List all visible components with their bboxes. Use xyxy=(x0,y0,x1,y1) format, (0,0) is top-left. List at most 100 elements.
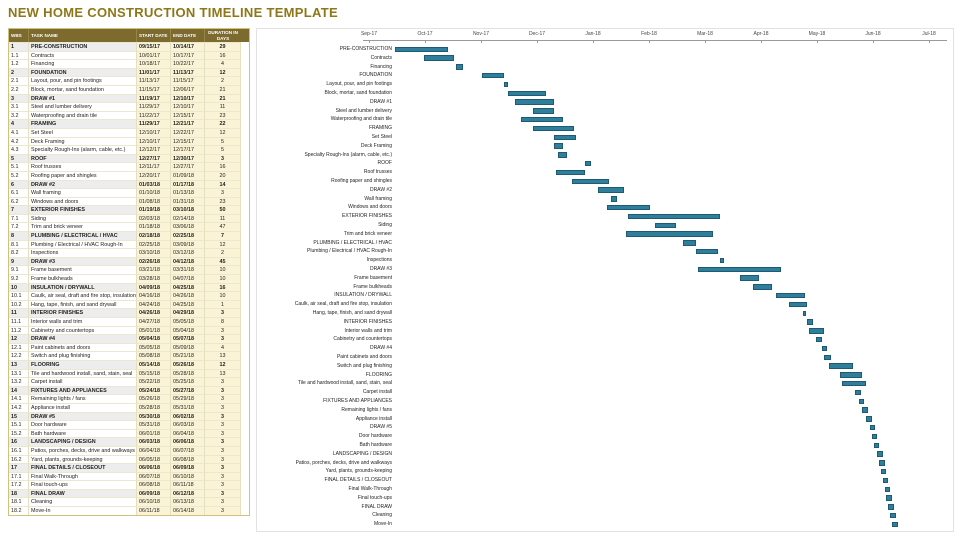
table-row[interactable]: 3 DRAW #1 11/19/17 12/10/17 21 xyxy=(9,93,249,103)
duration-cell[interactable]: 1 xyxy=(205,299,241,309)
gantt-bar[interactable] xyxy=(808,328,824,334)
start-date-cell[interactable]: 06/10/18 xyxy=(137,497,171,507)
duration-cell[interactable]: 12 xyxy=(205,359,241,369)
table-row[interactable]: 17.1 Final Walk-Through 06/07/18 06/10/18 3 xyxy=(9,471,249,481)
task-name-cell[interactable]: Deck Framing xyxy=(29,136,137,146)
duration-cell[interactable]: 3 xyxy=(205,488,241,498)
table-row[interactable]: 17.2 Final touch-ups 06/08/18 06/11/18 3 xyxy=(9,480,249,489)
end-date-cell[interactable]: 01/17/18 xyxy=(171,179,205,189)
task-name-cell[interactable]: DRAW #1 xyxy=(29,93,137,103)
end-date-cell[interactable]: 05/26/18 xyxy=(171,359,205,369)
gantt-bar[interactable] xyxy=(829,363,854,369)
table-row[interactable]: 15 DRAW #5 05/30/18 06/02/18 3 xyxy=(9,411,249,421)
end-date-cell[interactable]: 01/13/18 xyxy=(171,188,205,197)
wbs-cell[interactable]: 17.1 xyxy=(9,471,29,481)
table-row[interactable]: 7 EXTERIOR FINISHES 01/19/18 03/10/18 50 xyxy=(9,205,249,214)
duration-cell[interactable]: 12 xyxy=(205,239,241,249)
task-name-cell[interactable]: Layout, pour, and pin footings xyxy=(29,76,137,85)
task-name-cell[interactable]: ROOF xyxy=(29,153,137,163)
duration-cell[interactable]: 4 xyxy=(205,59,241,68)
duration-cell[interactable]: 4 xyxy=(205,342,241,352)
duration-cell[interactable]: 3 xyxy=(205,377,241,386)
table-row[interactable]: 15.1 Door hardware 05/31/18 06/03/18 3 xyxy=(9,420,249,429)
task-name-cell[interactable]: Switch and plug finishing xyxy=(29,351,137,360)
end-date-cell[interactable]: 10/22/17 xyxy=(171,59,205,68)
duration-cell[interactable]: 3 xyxy=(205,385,241,395)
table-row[interactable]: 14 FIXTURES AND APPLIANCES 05/24/18 05/27/1… xyxy=(9,385,249,395)
end-date-cell[interactable]: 10/14/17 xyxy=(171,42,205,51)
duration-cell[interactable]: 3 xyxy=(205,153,241,163)
task-name-cell[interactable]: Hang, tape, finish, and sand drywall xyxy=(29,299,137,309)
gantt-bar[interactable] xyxy=(890,512,896,519)
duration-cell[interactable]: 22 xyxy=(205,119,241,128)
task-name-cell[interactable]: Final touch-ups xyxy=(29,480,137,489)
table-row[interactable]: 4.1 Set Steel 12/10/17 12/22/17 12 xyxy=(9,127,249,137)
start-date-cell[interactable]: 01/08/18 xyxy=(137,196,171,206)
end-date-cell[interactable]: 05/04/18 xyxy=(171,325,205,335)
table-row[interactable]: 5 ROOF 12/27/17 12/30/17 3 xyxy=(9,153,249,163)
table-row[interactable]: 15.2 Bath hardware 06/01/18 06/04/18 3 xyxy=(9,428,249,438)
start-date-cell[interactable]: 06/06/18 xyxy=(137,463,171,472)
task-name-cell[interactable]: FLOORING xyxy=(29,359,137,369)
table-row[interactable]: 18.2 Move-In 06/11/18 06/14/18 3 xyxy=(9,506,249,515)
gantt-bar[interactable] xyxy=(625,231,713,237)
start-date-cell[interactable]: 05/26/18 xyxy=(137,394,171,403)
gantt-bar[interactable] xyxy=(803,310,806,317)
wbs-cell[interactable]: 5.2 xyxy=(9,170,29,180)
end-date-cell[interactable]: 05/07/18 xyxy=(171,334,205,343)
table-row[interactable]: 12.1 Paint cabinets and doors 05/05/18 05/0… xyxy=(9,342,249,352)
task-name-cell[interactable]: INTERIOR FINISHES xyxy=(29,308,137,317)
start-date-cell[interactable]: 11/19/17 xyxy=(137,93,171,103)
end-date-cell[interactable]: 12/10/17 xyxy=(171,93,205,103)
end-date-cell[interactable]: 02/25/18 xyxy=(171,231,205,240)
table-row[interactable]: 13.2 Carpet install 05/22/18 05/25/18 3 xyxy=(9,377,249,386)
table-row[interactable]: 1 PRE-CONSTRUCTION 09/15/17 10/14/17 29 xyxy=(9,42,249,51)
wbs-cell[interactable]: 11.1 xyxy=(9,317,29,326)
table-row[interactable]: 2 FOUNDATION 11/01/17 11/13/17 12 xyxy=(9,67,249,77)
gantt-bar[interactable] xyxy=(611,196,617,202)
gantt-bar[interactable] xyxy=(858,398,865,405)
wbs-cell[interactable]: 16 xyxy=(9,437,29,446)
wbs-cell[interactable]: 6 xyxy=(9,179,29,189)
end-date-cell[interactable]: 06/11/18 xyxy=(171,480,205,489)
gantt-bar[interactable] xyxy=(816,336,822,343)
duration-cell[interactable]: 50 xyxy=(205,205,241,214)
task-name-cell[interactable]: Carpet install xyxy=(29,377,137,386)
gantt-bar[interactable] xyxy=(627,213,721,220)
gantt-bar[interactable] xyxy=(455,64,464,70)
end-date-cell[interactable]: 06/09/18 xyxy=(171,463,205,472)
task-name-cell[interactable]: Move-In xyxy=(29,506,137,515)
end-date-cell[interactable]: 11/15/17 xyxy=(171,76,205,85)
gantt-bar[interactable] xyxy=(871,433,878,440)
start-date-cell[interactable]: 12/20/17 xyxy=(137,170,171,180)
gantt-bar[interactable] xyxy=(886,495,893,501)
wbs-cell[interactable]: 7.1 xyxy=(9,213,29,223)
task-name-cell[interactable]: DRAW #3 xyxy=(29,256,137,266)
table-row[interactable]: 1.2 Financing 10/18/17 10/22/17 4 xyxy=(9,59,249,68)
end-date-cell[interactable]: 12/15/17 xyxy=(171,110,205,120)
task-name-cell[interactable]: Set Steel xyxy=(29,127,137,137)
duration-cell[interactable]: 23 xyxy=(205,110,241,120)
start-date-cell[interactable]: 06/08/18 xyxy=(137,480,171,489)
duration-cell[interactable]: 3 xyxy=(205,454,241,464)
end-date-cell[interactable]: 01/31/18 xyxy=(171,196,205,206)
end-date-cell[interactable]: 06/06/18 xyxy=(171,437,205,446)
table-row[interactable]: 16.1 Patios, porches, decks, drive and wa… xyxy=(9,445,249,455)
duration-cell[interactable]: 3 xyxy=(205,420,241,429)
gantt-bar[interactable] xyxy=(555,169,586,176)
duration-cell[interactable]: 14 xyxy=(205,179,241,189)
wbs-cell[interactable]: 10 xyxy=(9,282,29,292)
gantt-bar[interactable] xyxy=(877,451,883,457)
task-name-cell[interactable]: Financing xyxy=(29,59,137,68)
duration-cell[interactable]: 3 xyxy=(205,325,241,335)
wbs-cell[interactable]: 2.1 xyxy=(9,76,29,85)
start-date-cell[interactable]: 04/26/18 xyxy=(137,308,171,317)
task-name-cell[interactable]: Trim and brick veneer xyxy=(29,222,137,232)
duration-cell[interactable]: 3 xyxy=(205,394,241,403)
wbs-cell[interactable]: 8 xyxy=(9,231,29,240)
gantt-bar[interactable] xyxy=(823,354,832,361)
wbs-cell[interactable]: 16.1 xyxy=(9,445,29,455)
duration-cell[interactable]: 3 xyxy=(205,411,241,421)
start-date-cell[interactable]: 05/05/18 xyxy=(137,342,171,352)
wbs-cell[interactable]: 6.2 xyxy=(9,196,29,206)
